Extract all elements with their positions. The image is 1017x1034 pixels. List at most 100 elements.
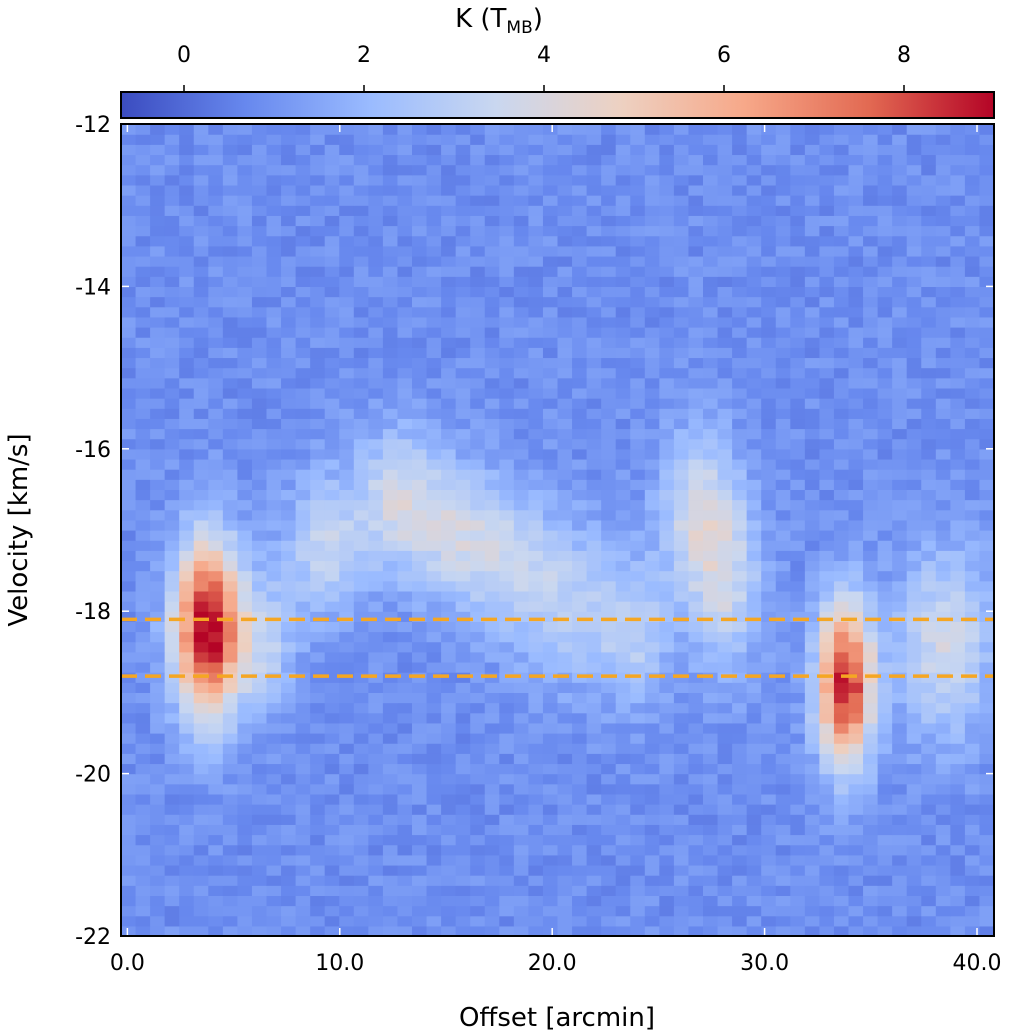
heatmap-cell	[935, 306, 951, 318]
heatmap-cell	[382, 327, 399, 338]
heatmap-cell	[673, 357, 690, 369]
heatmap-cell	[761, 712, 777, 724]
heatmap-cell	[179, 377, 195, 389]
heatmap-cell	[673, 895, 690, 907]
heatmap-cell	[484, 611, 500, 622]
heatmap-cell	[732, 134, 748, 145]
heatmap-cell	[630, 266, 646, 277]
heatmap-cell	[790, 804, 806, 815]
heatmap-cell	[441, 895, 457, 907]
heatmap-cell	[746, 580, 762, 592]
heatmap-cell	[848, 834, 864, 846]
heatmap-cell	[673, 783, 690, 795]
heatmap-cell	[703, 286, 719, 298]
heatmap-cell	[644, 560, 660, 572]
heatmap-cell	[295, 641, 311, 653]
heatmap-cell	[601, 814, 617, 825]
heatmap-cell	[499, 266, 515, 277]
heatmap-cell	[164, 743, 180, 754]
heatmap-cell	[761, 215, 777, 227]
heatmap-cell	[324, 144, 340, 156]
heatmap-cell	[368, 560, 384, 572]
heatmap-cell	[310, 864, 326, 876]
heatmap-cell	[615, 834, 631, 846]
heatmap-cell	[513, 854, 529, 866]
heatmap-cell	[935, 783, 951, 795]
heatmap-cell	[455, 428, 471, 440]
heatmap-cell	[251, 672, 268, 683]
heatmap-cell	[237, 327, 253, 338]
heatmap-cell	[208, 438, 224, 450]
heatmap-cell	[237, 215, 253, 227]
heatmap-cell	[732, 306, 748, 318]
heatmap-cell	[775, 733, 791, 744]
heatmap-cell	[819, 306, 835, 318]
heatmap-cell	[179, 479, 195, 490]
heatmap-cell	[572, 702, 588, 714]
heatmap-cell	[921, 357, 937, 369]
heatmap-cell	[601, 590, 617, 602]
heatmap-cell	[979, 276, 994, 287]
heatmap-cell	[339, 875, 355, 886]
heatmap-cell	[251, 875, 268, 886]
heatmap-cell	[150, 286, 166, 298]
heatmap-cell	[790, 387, 806, 399]
heatmap-cell	[935, 621, 951, 633]
heatmap-cell	[703, 631, 719, 643]
heatmap-cell	[426, 793, 442, 805]
heatmap-cell	[775, 377, 791, 389]
heatmap-cell	[222, 134, 238, 145]
heatmap-cell	[164, 479, 180, 490]
heatmap-cell	[208, 205, 224, 216]
heatmap-cell	[746, 347, 762, 359]
heatmap-cell	[964, 448, 981, 460]
heatmap-cell	[804, 479, 820, 490]
heatmap-cell	[412, 590, 428, 602]
heatmap-cell	[746, 195, 762, 206]
heatmap-cell	[135, 387, 151, 399]
heatmap-cell	[717, 347, 733, 359]
heatmap-cell	[804, 377, 820, 389]
heatmap-cell	[237, 641, 253, 653]
heatmap-cell	[644, 783, 660, 795]
heatmap-cell	[877, 387, 893, 399]
colorbar-tick-label: 6	[717, 43, 731, 68]
heatmap-cell	[644, 144, 660, 156]
heatmap-cell	[513, 540, 529, 551]
heatmap-cell	[484, 895, 500, 907]
heatmap-cell	[572, 337, 588, 348]
heatmap-cell	[281, 793, 297, 805]
heatmap-cell	[703, 793, 719, 805]
heatmap-cell	[208, 398, 224, 409]
heatmap-cell	[877, 489, 893, 501]
heatmap-cell	[179, 661, 195, 673]
heatmap-cell	[819, 844, 835, 856]
heatmap-cell	[732, 641, 748, 653]
heatmap-cell	[979, 489, 994, 501]
heatmap-cell	[892, 854, 908, 866]
heatmap-cell	[732, 154, 748, 166]
heatmap-cell	[572, 540, 588, 551]
heatmap-cell	[688, 743, 704, 754]
heatmap-cell	[397, 387, 413, 399]
heatmap-cell	[688, 783, 704, 795]
heatmap-cell	[921, 255, 937, 267]
heatmap-cell	[441, 540, 457, 551]
heatmap-cell	[921, 469, 937, 480]
heatmap-cell	[513, 692, 529, 704]
heatmap-cell	[222, 377, 238, 389]
heatmap-cell	[164, 195, 180, 206]
heatmap-cell	[397, 164, 413, 176]
heatmap-cell	[572, 438, 588, 450]
heatmap-cell	[659, 205, 675, 216]
heatmap-cell	[935, 895, 951, 907]
heatmap-cell	[688, 550, 704, 562]
heatmap-cell	[964, 550, 981, 562]
heatmap-cell	[804, 753, 820, 765]
heatmap-cell	[833, 824, 850, 836]
heatmap-cell	[484, 296, 500, 308]
heatmap-cell	[470, 124, 486, 135]
heatmap-cell	[935, 580, 951, 592]
heatmap-cell	[964, 225, 981, 237]
heatmap-cell	[644, 905, 660, 917]
